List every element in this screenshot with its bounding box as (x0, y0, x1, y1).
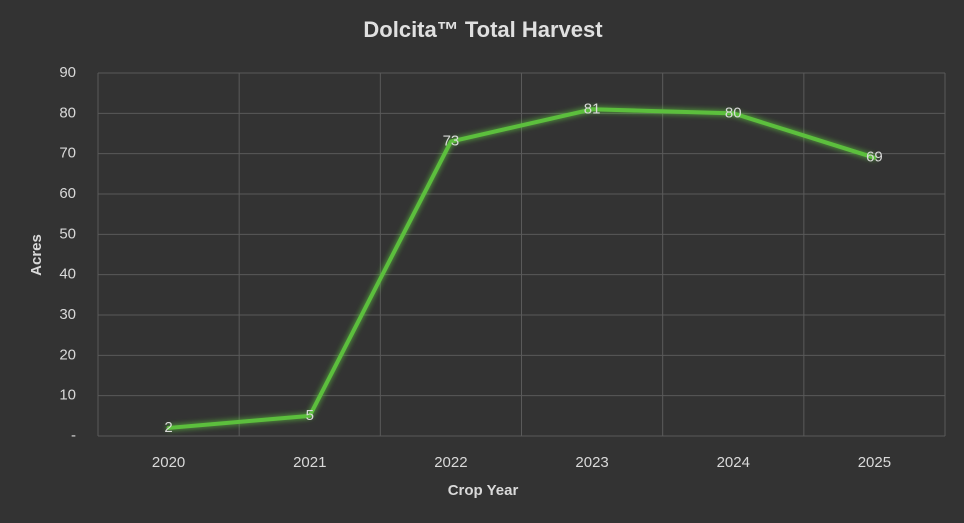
data-label: 69 (866, 149, 883, 166)
y-tick-label: - (71, 427, 76, 444)
x-tick-label: 2021 (293, 454, 326, 471)
x-tick-label: 2020 (152, 454, 185, 471)
x-axis-title: Crop Year (448, 482, 519, 499)
y-tick-label: 40 (59, 266, 76, 283)
data-label: 5 (306, 407, 314, 424)
y-tick-label: 90 (59, 64, 76, 81)
chart-title: Dolcita™ Total Harvest (363, 17, 603, 42)
y-tick-label: 80 (59, 104, 76, 121)
data-label: 73 (443, 133, 460, 150)
data-label: 2 (164, 419, 172, 436)
x-tick-label: 2022 (434, 454, 467, 471)
y-tick-label: 30 (59, 306, 76, 323)
y-tick-label: 60 (59, 185, 76, 202)
y-axis-title: Acres (28, 234, 45, 276)
x-tick-label: 2023 (575, 454, 608, 471)
x-tick-label: 2024 (717, 454, 750, 471)
line (166, 107, 877, 430)
y-tick-label: 20 (59, 346, 76, 363)
y-tick-label: 70 (59, 145, 76, 162)
y-tick-label: 10 (59, 387, 76, 404)
data-label: 80 (725, 104, 742, 121)
y-tick-label: 50 (59, 225, 76, 242)
x-tick-label: 2025 (858, 454, 891, 471)
data-label: 81 (584, 100, 601, 117)
